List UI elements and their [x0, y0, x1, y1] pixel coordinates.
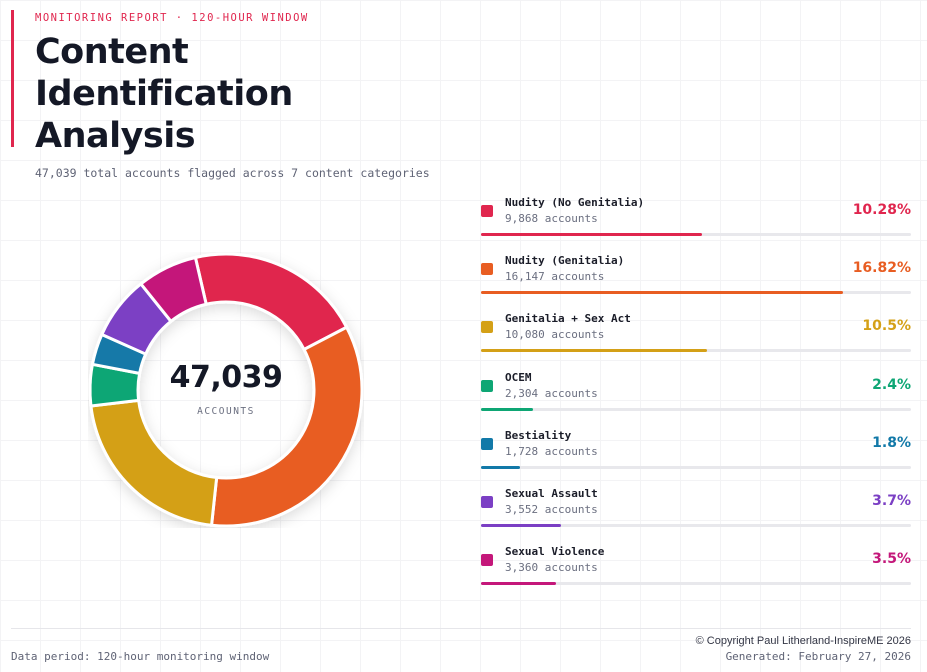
category-percentage: 2.4%	[872, 376, 911, 393]
category-name: Sexual Violence	[505, 545, 605, 559]
category-count: 1,728 accounts	[505, 444, 598, 458]
report-kicker: MONITORING REPORT · 120-HOUR WINDOW	[35, 12, 309, 24]
category-name: Nudity (Genitalia)	[505, 254, 625, 268]
footer-data-period: Data period: 120-hour monitoring window	[11, 650, 270, 663]
category-percentage: 3.5%	[872, 551, 911, 568]
category-count: 16,147 accounts	[505, 270, 605, 284]
legend-swatch	[481, 205, 493, 217]
legend-item: Sexual Violence 3,360 accounts 3.5%	[481, 542, 911, 600]
donut-slice	[139, 255, 208, 323]
progress-fill	[481, 233, 703, 236]
legend-item: Bestiality 1,728 accounts 1.8%	[481, 426, 911, 484]
legend-item: OCEM 2,304 accounts 2.4%	[481, 368, 911, 426]
category-count: 9,868 accounts	[505, 212, 598, 225]
page-subtitle: 47,039 total accounts flagged across 7 c…	[35, 166, 430, 180]
legend-swatch	[481, 321, 493, 334]
progress-track	[481, 465, 911, 469]
category-legend: Nudity (No Genitalia) 9,868 accounts 10.28…	[481, 193, 911, 600]
page-title: Content Identification Analysis	[35, 32, 293, 156]
progress-fill	[481, 465, 520, 469]
category-count: 10,080 accounts	[505, 328, 605, 342]
donut-slice	[89, 398, 219, 527]
legend-swatch	[481, 495, 493, 508]
category-count: 3,552 accounts	[505, 502, 598, 516]
progress-fill	[481, 523, 561, 527]
category-name: Nudity (No Genitalia)	[505, 196, 645, 209]
category-percentage: 1.8%	[872, 434, 911, 451]
category-count: 3,360 accounts	[505, 561, 598, 575]
category-name: Genitalia + Sex Act	[505, 312, 631, 326]
progress-fill	[481, 407, 533, 411]
progress-fill	[481, 349, 707, 353]
legend-swatch	[481, 379, 493, 392]
donut-svg	[88, 252, 364, 528]
legend-item: Sexual Assault 3,552 accounts 3.7%	[481, 484, 911, 542]
progress-fill	[481, 582, 557, 586]
category-percentage: 10.5%	[862, 318, 911, 335]
category-count: 2,304 accounts	[505, 386, 598, 400]
legend-swatch	[481, 437, 493, 450]
progress-track	[481, 291, 911, 295]
progress-track	[481, 407, 911, 411]
category-name: Sexual Assault	[505, 486, 598, 500]
category-percentage: 10.28%	[852, 202, 911, 218]
legend-swatch	[481, 554, 493, 567]
progress-fill	[481, 291, 844, 295]
report-header: MONITORING REPORT · 120-HOUR WINDOW Cont…	[11, 10, 455, 180]
category-percentage: 16.82%	[852, 260, 911, 277]
progress-track	[481, 582, 911, 586]
category-name: OCEM	[505, 370, 532, 384]
legend-swatch	[481, 263, 493, 276]
donut-chart: 47,039 ACCOUNTS	[88, 252, 364, 528]
progress-track	[481, 349, 911, 353]
legend-item: Nudity (No Genitalia) 9,868 accounts 10.28…	[481, 193, 911, 251]
legend-item: Genitalia + Sex Act 10,080 accounts 10.5%	[481, 309, 911, 367]
donut-slice	[193, 252, 349, 351]
footer-divider	[11, 628, 911, 629]
footer-generated-date: Generated: February 27, 2026	[725, 650, 911, 663]
legend-item: Nudity (Genitalia) 16,147 accounts 16.82%	[481, 251, 911, 309]
category-percentage: 3.7%	[872, 492, 911, 509]
progress-track	[481, 523, 911, 527]
category-name: Bestiality	[505, 428, 572, 442]
donut-slice	[210, 325, 364, 528]
progress-track	[481, 233, 911, 236]
footer-copyright: © Copyright Paul Litherland-InspireME 20…	[695, 635, 911, 647]
